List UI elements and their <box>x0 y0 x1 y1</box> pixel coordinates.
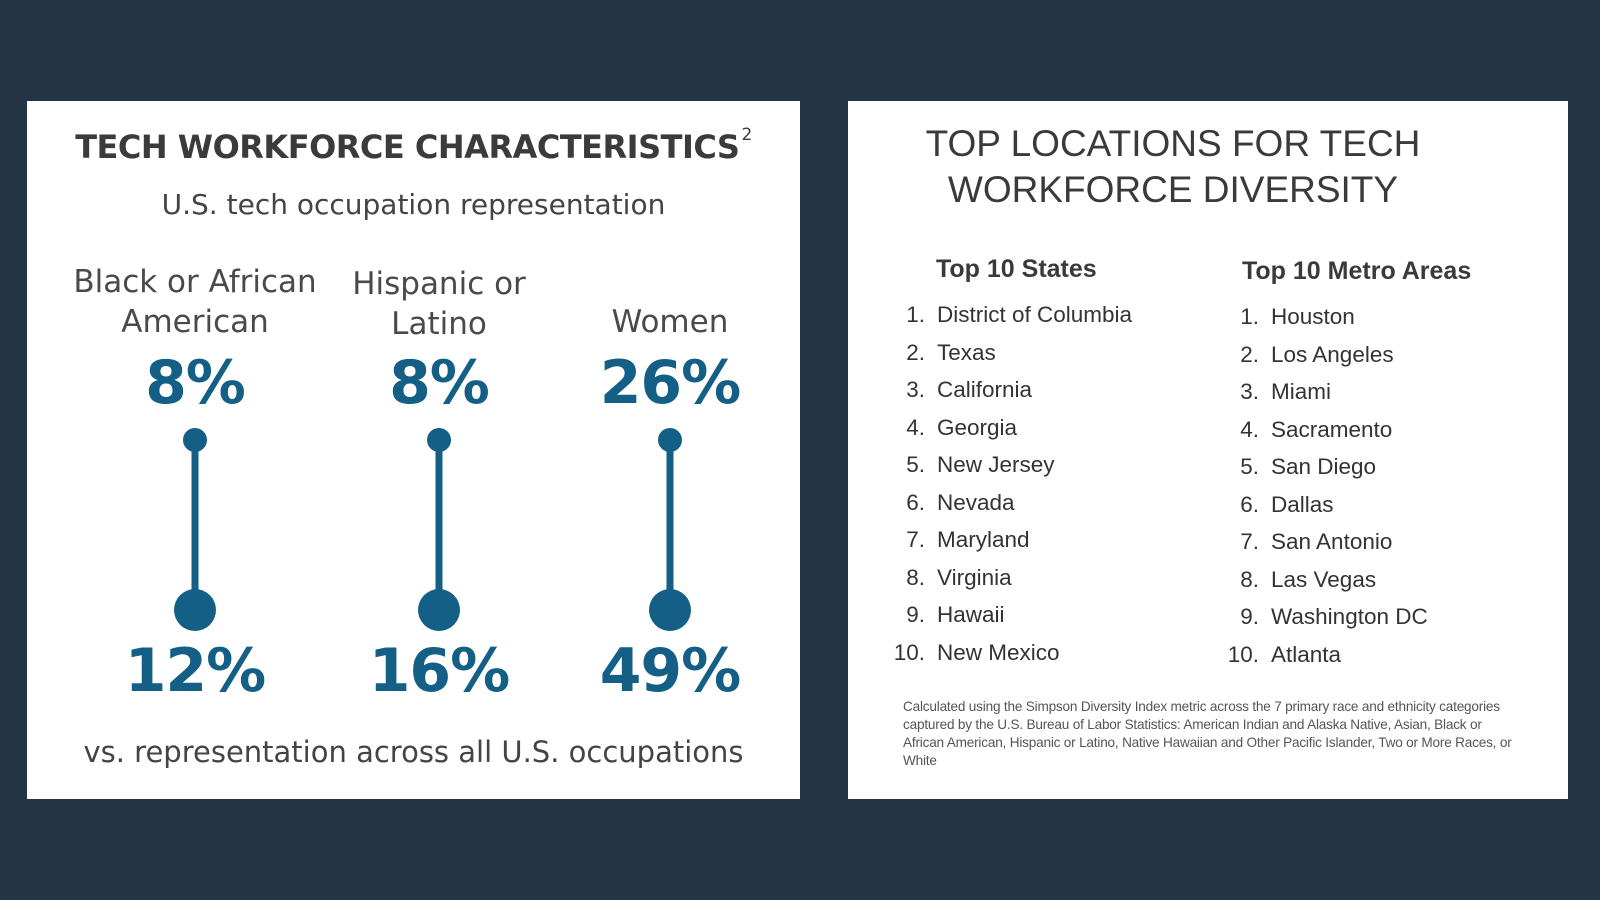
location-name: Georgia <box>937 414 1018 440</box>
location-name: Dallas <box>1271 491 1334 517</box>
group-label-line2: American <box>121 304 269 340</box>
lollipop-connector-icon <box>649 428 691 631</box>
rank-number: 5. <box>906 452 925 477</box>
panel-subtitle: U.S. tech occupation representation <box>161 188 666 221</box>
rank-number: 7. <box>1240 529 1259 554</box>
location-name: Maryland <box>937 527 1030 552</box>
rank-number: 9. <box>1240 604 1259 629</box>
panel-title-line2: WORKFORCE DIVERSITY <box>947 169 1399 210</box>
lollipop-connector-icon <box>174 428 216 631</box>
panel-title-line1: TOP LOCATIONS FOR TECH <box>925 123 1421 164</box>
location-name: Sacramento <box>1271 416 1393 442</box>
panel-title: TECH WORKFORCE CHARACTERISTICS 2 <box>27 125 800 166</box>
top-locations-panel: TOP LOCATIONS FOR TECH WORKFORCE DIVERSI… <box>848 101 1568 799</box>
location-name: District of Columbia <box>937 302 1133 327</box>
panel-title: TOP LOCATIONS FOR TECH WORKFORCE DIVERSI… <box>908 121 1438 213</box>
location-name: Hawaii <box>937 602 1005 627</box>
all-occupations-percentage: 49% <box>599 636 742 706</box>
location-name: Texas <box>937 339 996 365</box>
rank-number: 4. <box>1240 416 1259 442</box>
panel-footer: vs. representation across all U.S. occup… <box>83 735 744 769</box>
rank-number: 7. <box>906 527 925 552</box>
lollipop-connector-icon <box>418 428 460 631</box>
group-label-line1: Black or African <box>73 264 317 300</box>
group-label-line2: Women <box>611 304 729 340</box>
location-name: Washington DC <box>1271 604 1428 629</box>
group-label-line2: Latino <box>391 306 487 342</box>
rank-number: 5. <box>1240 454 1259 479</box>
group-label-line1: Hispanic or <box>352 266 526 302</box>
rank-number: 6. <box>1240 491 1259 517</box>
location-name: Las Vegas <box>1271 566 1377 592</box>
group-black-african-american: Black or African American 8% 12% <box>65 261 325 731</box>
location-name: Miami <box>1271 379 1331 404</box>
rank-number: 1. <box>1240 304 1259 329</box>
rank-number: 3. <box>906 377 925 402</box>
location-name: Nevada <box>937 489 1015 515</box>
rank-number: 4. <box>906 414 925 440</box>
tech-percentage: 26% <box>599 348 742 418</box>
rank-number: 2. <box>906 339 925 365</box>
rank-number: 3. <box>1240 379 1259 404</box>
rank-number: 1. <box>906 302 925 327</box>
group-hispanic-latino: Hispanic or Latino 8% 16% <box>309 261 569 731</box>
rank-number: 6. <box>906 489 925 515</box>
tech-percentage: 8% <box>389 348 490 418</box>
footnote-marker: 2 <box>741 125 752 145</box>
location-name: Virginia <box>937 564 1012 590</box>
states-heading: Top 10 States <box>936 255 1097 283</box>
rank-number: 8. <box>1240 566 1259 592</box>
rank-number: 8. <box>906 564 925 590</box>
metros-heading: Top 10 Metro Areas <box>1242 257 1472 285</box>
location-name: Houston <box>1271 304 1355 329</box>
tech-workforce-characteristics-panel: TECH WORKFORCE CHARACTERISTICS 2 U.S. tec… <box>27 101 800 799</box>
location-name: San Antonio <box>1271 529 1393 554</box>
rank-number: 10. <box>893 639 925 665</box>
location-name: Los Angeles <box>1271 341 1394 367</box>
rank-number: 2. <box>1240 341 1259 367</box>
tech-percentage: 8% <box>145 348 246 418</box>
location-name: San Diego <box>1271 454 1377 479</box>
methodology-footnote: Calculated using the Simpson Diversity I… <box>903 699 1512 768</box>
location-name: California <box>937 377 1033 402</box>
group-women: Women 26% 49% <box>540 261 800 731</box>
panel-title-text: TECH WORKFORCE CHARACTERISTICS <box>75 128 740 166</box>
all-occupations-percentage: 12% <box>124 636 267 706</box>
rank-number: 10. <box>1227 641 1259 667</box>
location-name: New Jersey <box>937 452 1055 477</box>
location-name: Atlanta <box>1271 641 1342 667</box>
location-name: New Mexico <box>937 639 1060 665</box>
rank-number: 9. <box>906 602 925 627</box>
all-occupations-percentage: 16% <box>368 636 511 706</box>
